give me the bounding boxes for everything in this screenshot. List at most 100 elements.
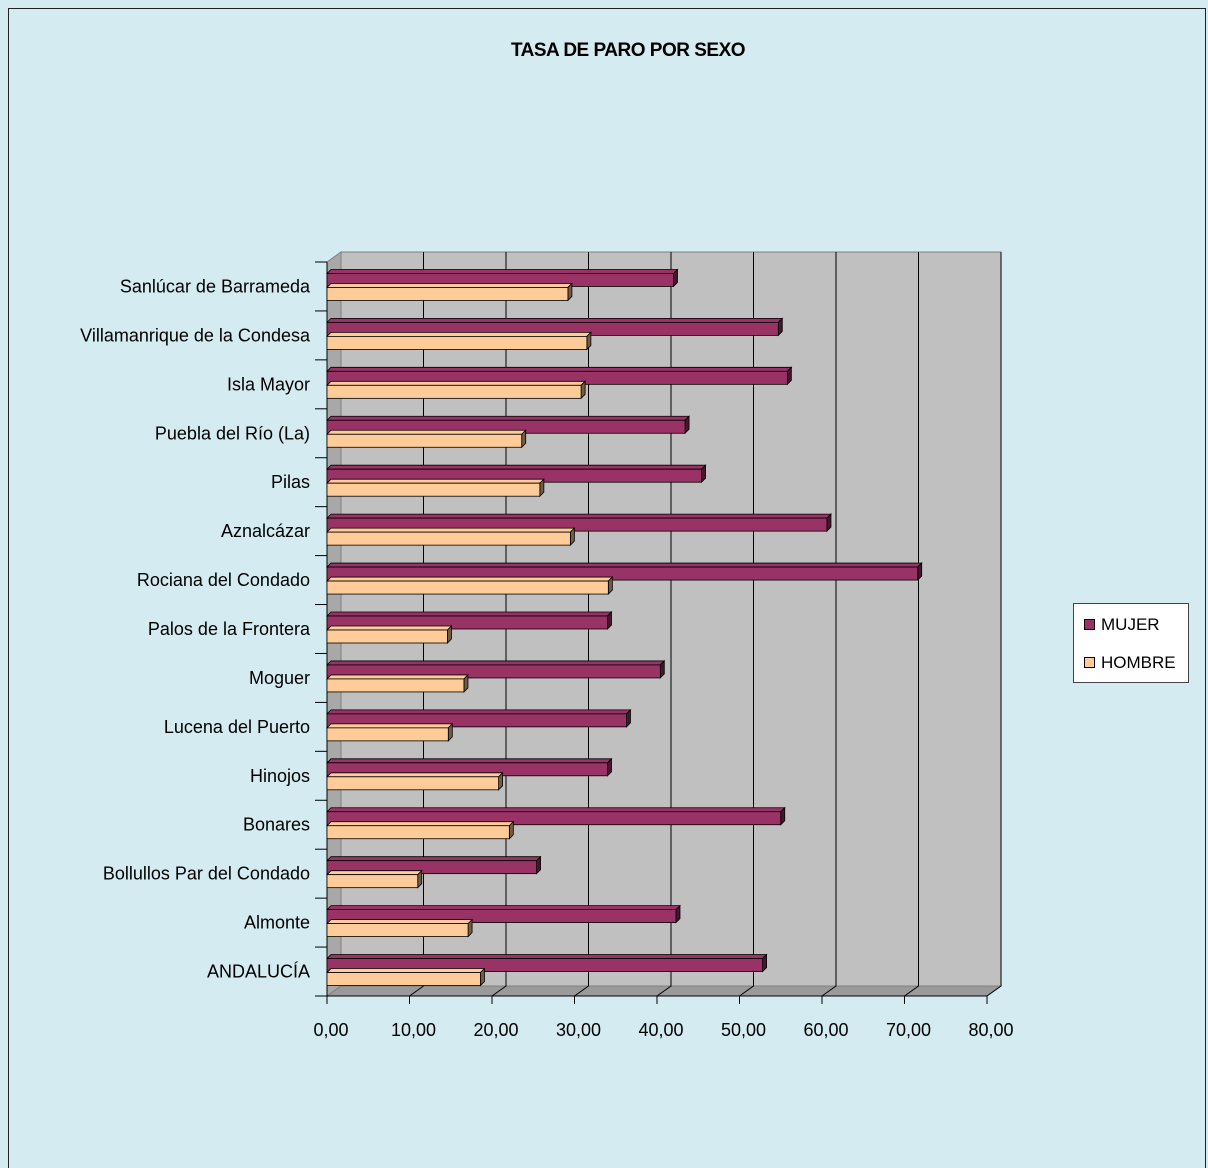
bar-front-face [326, 482, 541, 497]
bar-hombre-rociana-del-condado [326, 576, 614, 596]
bar-top-face [326, 772, 504, 778]
gridline [656, 252, 672, 997]
category-label: Palos de la Frontera [148, 619, 311, 639]
category-label: Puebla del Río (La) [155, 423, 310, 443]
bar-hombre-andalucia [326, 967, 486, 987]
bar-top-face [326, 870, 423, 876]
category-label: Almonte [244, 913, 310, 933]
bar-front-face [326, 433, 523, 448]
category-label: Isla Mayor [227, 374, 310, 394]
category-label: Rociana del Condado [137, 570, 310, 590]
bar-top-face [326, 674, 469, 680]
bar-top-face [326, 919, 474, 924]
bar-front-face [326, 727, 449, 742]
bar-top-face [326, 513, 832, 519]
bar-hombre-moguer [326, 673, 469, 693]
x-tick-label: 40,00 [638, 1020, 683, 1040]
bar-top-face [326, 429, 527, 435]
bar-top-face [326, 625, 453, 631]
category-label: Sanlúcar de Barrameda [120, 276, 311, 296]
bar-hombre-bonares [326, 820, 515, 840]
bar-top-face [326, 660, 666, 666]
bar-top-face [326, 856, 542, 862]
legend-item-hombre: HOMBRE [1084, 653, 1176, 673]
bar-hombre-hinojos [326, 771, 504, 791]
bar-front-face [326, 629, 448, 644]
category-labels: Sanlúcar de Barrameda Villamanrique de la… [80, 276, 311, 981]
category-label: Bollullos Par del Condado [103, 864, 310, 884]
bar-front-face [326, 972, 481, 986]
gridline [574, 252, 589, 997]
category-label: ANDALUCÍA [207, 962, 310, 982]
bar-hombre-bollullos-par-del-condado [326, 869, 423, 889]
bar-top-face [326, 723, 454, 729]
bar-front-face [326, 923, 469, 937]
gridline [904, 252, 919, 997]
bar-top-face [326, 576, 614, 582]
x-tick-label: 10,00 [391, 1020, 436, 1040]
x-tick-labels: 0,00 10,00 20,00 30,00 40,00 50,00 60,00 70,00 8… [313, 1020, 1013, 1040]
bar-top-face [326, 283, 573, 288]
bar-hombre-palos-de-la-frontera [326, 625, 453, 644]
chart-title: TASA DE PARO POR SEXO [510, 40, 746, 61]
gridline [491, 252, 507, 997]
x-tick-label: 60,00 [803, 1020, 848, 1040]
bar-front-face [326, 776, 500, 791]
gridlines [409, 252, 1002, 997]
bar-top-face [326, 366, 793, 372]
bar-front-face [326, 335, 588, 350]
legend-swatch-hombre [1084, 657, 1095, 668]
category-label: Lucena del Puerto [164, 717, 310, 737]
x-tick-label: 0,00 [313, 1020, 348, 1040]
bar-front-face [326, 384, 582, 399]
bar-top-face [326, 758, 613, 764]
bar-front-face [326, 580, 609, 595]
legend-item-mujer: MUJER [1084, 615, 1160, 635]
bar-front-face [326, 874, 419, 889]
x-tick-label: 80,00 [968, 1020, 1013, 1040]
category-label: Aznalcázar [221, 521, 310, 541]
bar-front-face [326, 678, 465, 693]
bar-front-face [326, 825, 510, 840]
bar-top-face [326, 527, 576, 533]
bar-top-face [326, 611, 613, 617]
bar-top-face [326, 380, 587, 386]
gridline [409, 252, 424, 997]
bar-top-face [326, 709, 632, 715]
x-tick-label: 20,00 [473, 1020, 518, 1040]
bar-front-face [326, 531, 571, 546]
category-label: Bonares [243, 815, 310, 835]
bar-top-face [326, 807, 786, 813]
bar-top-face [326, 905, 681, 910]
bar-hombre-puebla-del-rio-la [326, 429, 527, 449]
bar-top-face [326, 954, 768, 959]
bar-top-face [326, 562, 923, 568]
legend: MUJER HOMBRE [1073, 603, 1189, 683]
bars [326, 268, 923, 987]
legend-label-mujer: MUJER [1101, 615, 1160, 634]
legend-swatch-mujer [1084, 619, 1095, 630]
bar-top-face [326, 317, 784, 323]
bar-top-face [326, 331, 592, 337]
bar-top-face [326, 269, 679, 274]
bar-hombre-pilas [326, 478, 545, 498]
bar-top-face [326, 821, 515, 827]
bar-hombre-villamanrique-de-la-condesa [326, 331, 592, 351]
legend-label-hombre: HOMBRE [1101, 653, 1176, 672]
category-label: Villamanrique de la Condesa [80, 325, 311, 345]
bar-top-face [326, 478, 545, 484]
bar-hombre-aznalcazar [326, 527, 576, 547]
category-label: Moguer [249, 668, 310, 688]
bar-hombre-isla-mayor [326, 380, 587, 400]
bar-top-face [326, 968, 486, 973]
bar-top-face [326, 415, 691, 421]
x-tick-label: 30,00 [556, 1020, 601, 1040]
bar-mujer-isla-mayor [326, 366, 793, 386]
category-label: Hinojos [250, 766, 310, 786]
gridline [821, 252, 837, 997]
category-label: Pilas [271, 472, 310, 492]
bar-top-face [326, 464, 707, 470]
bar-front-face [326, 287, 569, 301]
bar-hombre-lucena-del-puerto [326, 722, 454, 742]
